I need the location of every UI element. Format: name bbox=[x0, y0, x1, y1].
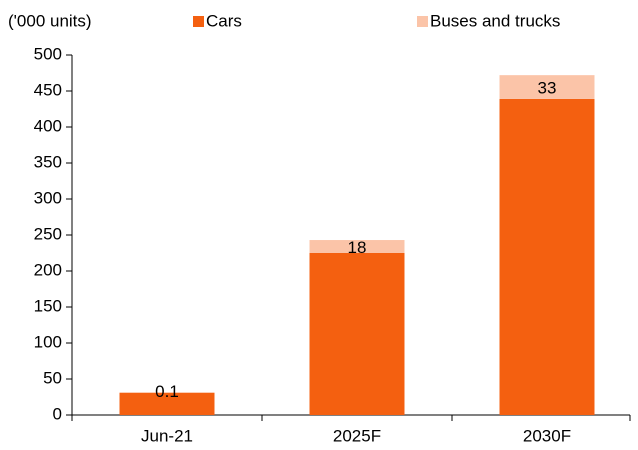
y-tick-label: 350 bbox=[34, 152, 62, 171]
bar-segment bbox=[499, 98, 595, 416]
y-tick-label: 400 bbox=[34, 116, 62, 135]
y-tick-label: 150 bbox=[34, 296, 62, 315]
y-tick-label: 0 bbox=[53, 404, 62, 423]
bar-segment bbox=[309, 240, 405, 253]
y-tick-label: 250 bbox=[34, 224, 62, 243]
y-tick-label: 450 bbox=[34, 80, 62, 99]
x-tick-label: 2030F bbox=[523, 426, 571, 445]
y-tick-label: 200 bbox=[34, 260, 62, 279]
y-tick-label: 300 bbox=[34, 188, 62, 207]
y-tick-label: 50 bbox=[43, 368, 62, 387]
bar-segment bbox=[309, 253, 405, 415]
y-tick-label: 100 bbox=[34, 332, 62, 351]
data-label: 33 bbox=[538, 79, 557, 98]
bar-segment bbox=[499, 75, 595, 99]
x-tick-label: 2025F bbox=[333, 426, 381, 445]
x-tick-label: Jun-21 bbox=[141, 426, 193, 445]
y-tick-label: 500 bbox=[34, 44, 62, 63]
bar-segment bbox=[119, 392, 215, 415]
legend-label: Buses and trucks bbox=[430, 11, 560, 30]
y-axis-label: ('000 units) bbox=[8, 11, 92, 30]
data-label: 18 bbox=[348, 238, 367, 257]
legend-swatch bbox=[193, 16, 204, 27]
legend-label: Cars bbox=[206, 11, 242, 30]
legend-swatch bbox=[417, 16, 428, 27]
data-label: 0.1 bbox=[155, 382, 179, 401]
